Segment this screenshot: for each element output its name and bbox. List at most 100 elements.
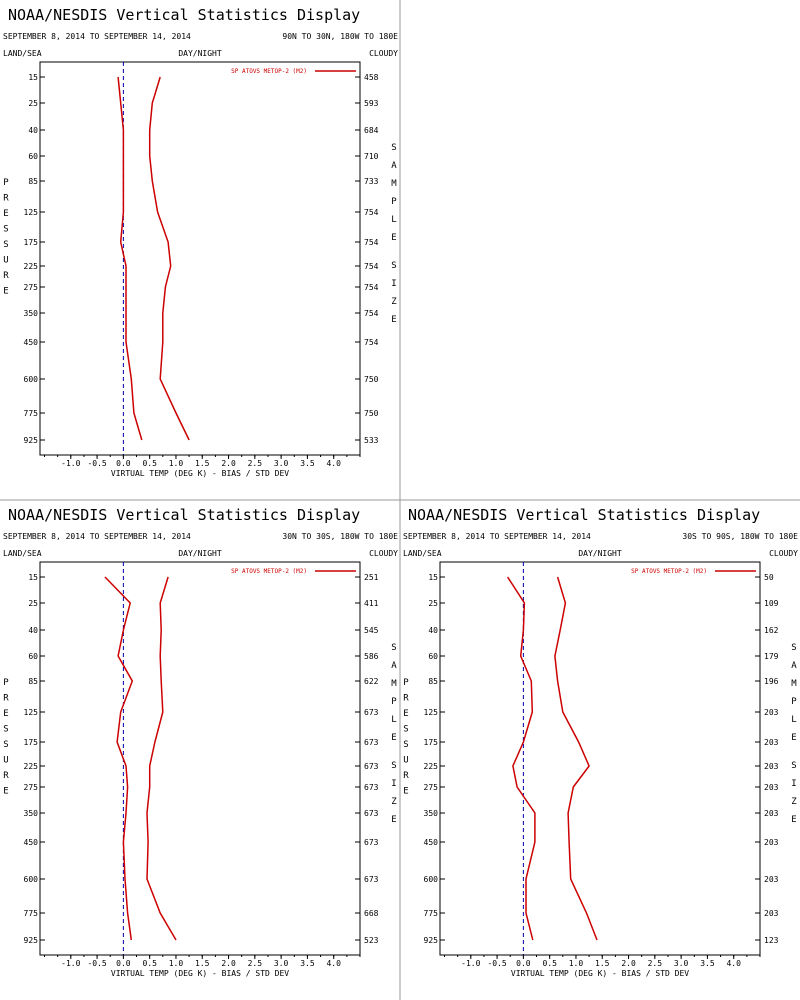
x-tick-label: 2.5: [248, 459, 263, 468]
pressure-label: 175: [424, 738, 439, 747]
pressure-axis-letter: S: [3, 740, 8, 750]
sample-size-label: 203: [764, 838, 779, 847]
sample-size-label: 203: [764, 708, 779, 717]
x-tick-label: 3.5: [700, 959, 715, 968]
pressure-label: 125: [24, 208, 39, 217]
pressure-label: 600: [424, 875, 439, 884]
sample-axis-letter: S: [391, 143, 396, 153]
left-header: LAND/SEA: [3, 549, 42, 558]
sample-axis-letter: E: [391, 233, 396, 243]
sample-size-label: 203: [764, 909, 779, 918]
sample-size-label: 251: [364, 573, 379, 582]
pressure-label: 25: [28, 99, 38, 108]
pressure-label: 85: [428, 677, 438, 686]
display-title: NOAA/NESDIS Vertical Statistics Display: [8, 506, 360, 524]
x-axis-label: VIRTUAL TEMP (DEG K) - BIAS / STD DEV: [111, 969, 289, 978]
sample-axis-letter: M: [391, 679, 397, 689]
sample-axis-letter: S: [791, 643, 796, 653]
pressure-axis-letter: R: [403, 771, 409, 781]
pressure-label: 600: [24, 375, 39, 384]
pressure-label: 85: [28, 177, 38, 186]
x-tick-label: 4.0: [326, 959, 341, 968]
sample-size-label: 203: [764, 738, 779, 747]
sample-size-label: 622: [364, 677, 379, 686]
sample-size-label: 109: [764, 599, 779, 608]
sample-size-label: 411: [364, 599, 379, 608]
pressure-label: 275: [424, 783, 439, 792]
pressure-label: 450: [424, 838, 439, 847]
sample-size-label: 203: [764, 875, 779, 884]
x-tick-label: 0.5: [542, 959, 557, 968]
x-tick-label: 1.0: [169, 959, 184, 968]
pressure-axis-letter: R: [3, 271, 9, 281]
pressure-label: 350: [424, 809, 439, 818]
center-header: DAY/NIGHT: [578, 549, 622, 558]
series-line-bias: [506, 576, 536, 941]
pressure-label: 925: [424, 936, 439, 945]
pressure-axis-letter: P: [3, 678, 9, 688]
pressure-label: 60: [28, 652, 38, 661]
pressure-label: 40: [28, 626, 38, 635]
x-tick-label: 2.0: [221, 459, 236, 468]
x-tick-label: -1.0: [461, 959, 480, 968]
x-tick-label: 2.5: [648, 959, 663, 968]
sample-size-label: 593: [364, 99, 379, 108]
sample-axis-letter: S: [391, 261, 396, 271]
sample-axis-letter: M: [391, 179, 397, 189]
sample-size-label: 179: [764, 652, 779, 661]
sample-axis-letter: E: [391, 315, 396, 325]
sample-size-label: 458: [364, 73, 379, 82]
center-header: DAY/NIGHT: [178, 549, 222, 558]
sample-axis-letter: I: [791, 779, 796, 789]
left-header: LAND/SEA: [403, 549, 442, 558]
sample-axis-letter: P: [391, 697, 397, 707]
pressure-label: 15: [28, 73, 38, 82]
sample-size-label: 203: [764, 783, 779, 792]
pressure-label: 275: [24, 283, 39, 292]
sample-axis-letter: S: [791, 761, 796, 771]
pressure-axis-letter: E: [403, 787, 408, 797]
pressure-axis-letter: E: [3, 287, 8, 297]
sample-size-label: 533: [364, 436, 379, 445]
pressure-axis-letter: U: [3, 256, 8, 266]
pressure-label: 175: [24, 238, 39, 247]
pressure-label: 15: [28, 573, 38, 582]
pressure-label: 450: [24, 338, 39, 347]
series-line-bias: [104, 576, 134, 941]
pressure-label: 125: [424, 708, 439, 717]
x-tick-label: 2.0: [221, 959, 236, 968]
sample-axis-letter: Z: [391, 297, 397, 307]
pressure-label: 225: [24, 762, 39, 771]
sample-size-label: 162: [764, 626, 779, 635]
sample-axis-letter: A: [391, 161, 397, 171]
x-tick-label: -1.0: [61, 459, 80, 468]
pressure-label: 775: [424, 909, 439, 918]
sample-size-label: 673: [364, 809, 379, 818]
pressure-axis-letter: R: [403, 694, 409, 704]
plot-frame: [39, 61, 361, 456]
pressure-axis-letter: U: [3, 756, 8, 766]
panel-1: NOAA/NESDIS Vertical Statistics Display S…: [3, 6, 398, 478]
pressure-label: 775: [24, 409, 39, 418]
sample-size-label: 710: [364, 152, 379, 161]
x-axis-label: VIRTUAL TEMP (DEG K) - BIAS / STD DEV: [111, 469, 289, 478]
date-range: SEPTEMBER 8, 2014 TO SEPTEMBER 14, 2014: [3, 532, 191, 541]
sample-size-label: 673: [364, 875, 379, 884]
sample-axis-letter: E: [791, 815, 796, 825]
pressure-axis-letter: S: [3, 225, 8, 235]
x-tick-label: 0.5: [142, 459, 157, 468]
pressure-label: 60: [28, 152, 38, 161]
pressure-axis-letter: P: [403, 678, 409, 688]
sample-size-label: 750: [364, 409, 379, 418]
panel-3: NOAA/NESDIS Vertical Statistics Display S…: [403, 506, 798, 978]
legend-label: SP ATOVS METOP-2 (M2): [631, 568, 707, 575]
sample-axis-letter: I: [391, 779, 396, 789]
pressure-label: 60: [428, 652, 438, 661]
display-title: NOAA/NESDIS Vertical Statistics Display: [8, 6, 360, 24]
x-tick-label: 4.0: [726, 959, 741, 968]
sample-size-label: 203: [764, 809, 779, 818]
x-tick-label: 3.0: [274, 459, 289, 468]
series-line-std-dev: [146, 576, 177, 941]
pressure-axis-letter: R: [3, 771, 9, 781]
sample-axis-letter: M: [791, 679, 797, 689]
